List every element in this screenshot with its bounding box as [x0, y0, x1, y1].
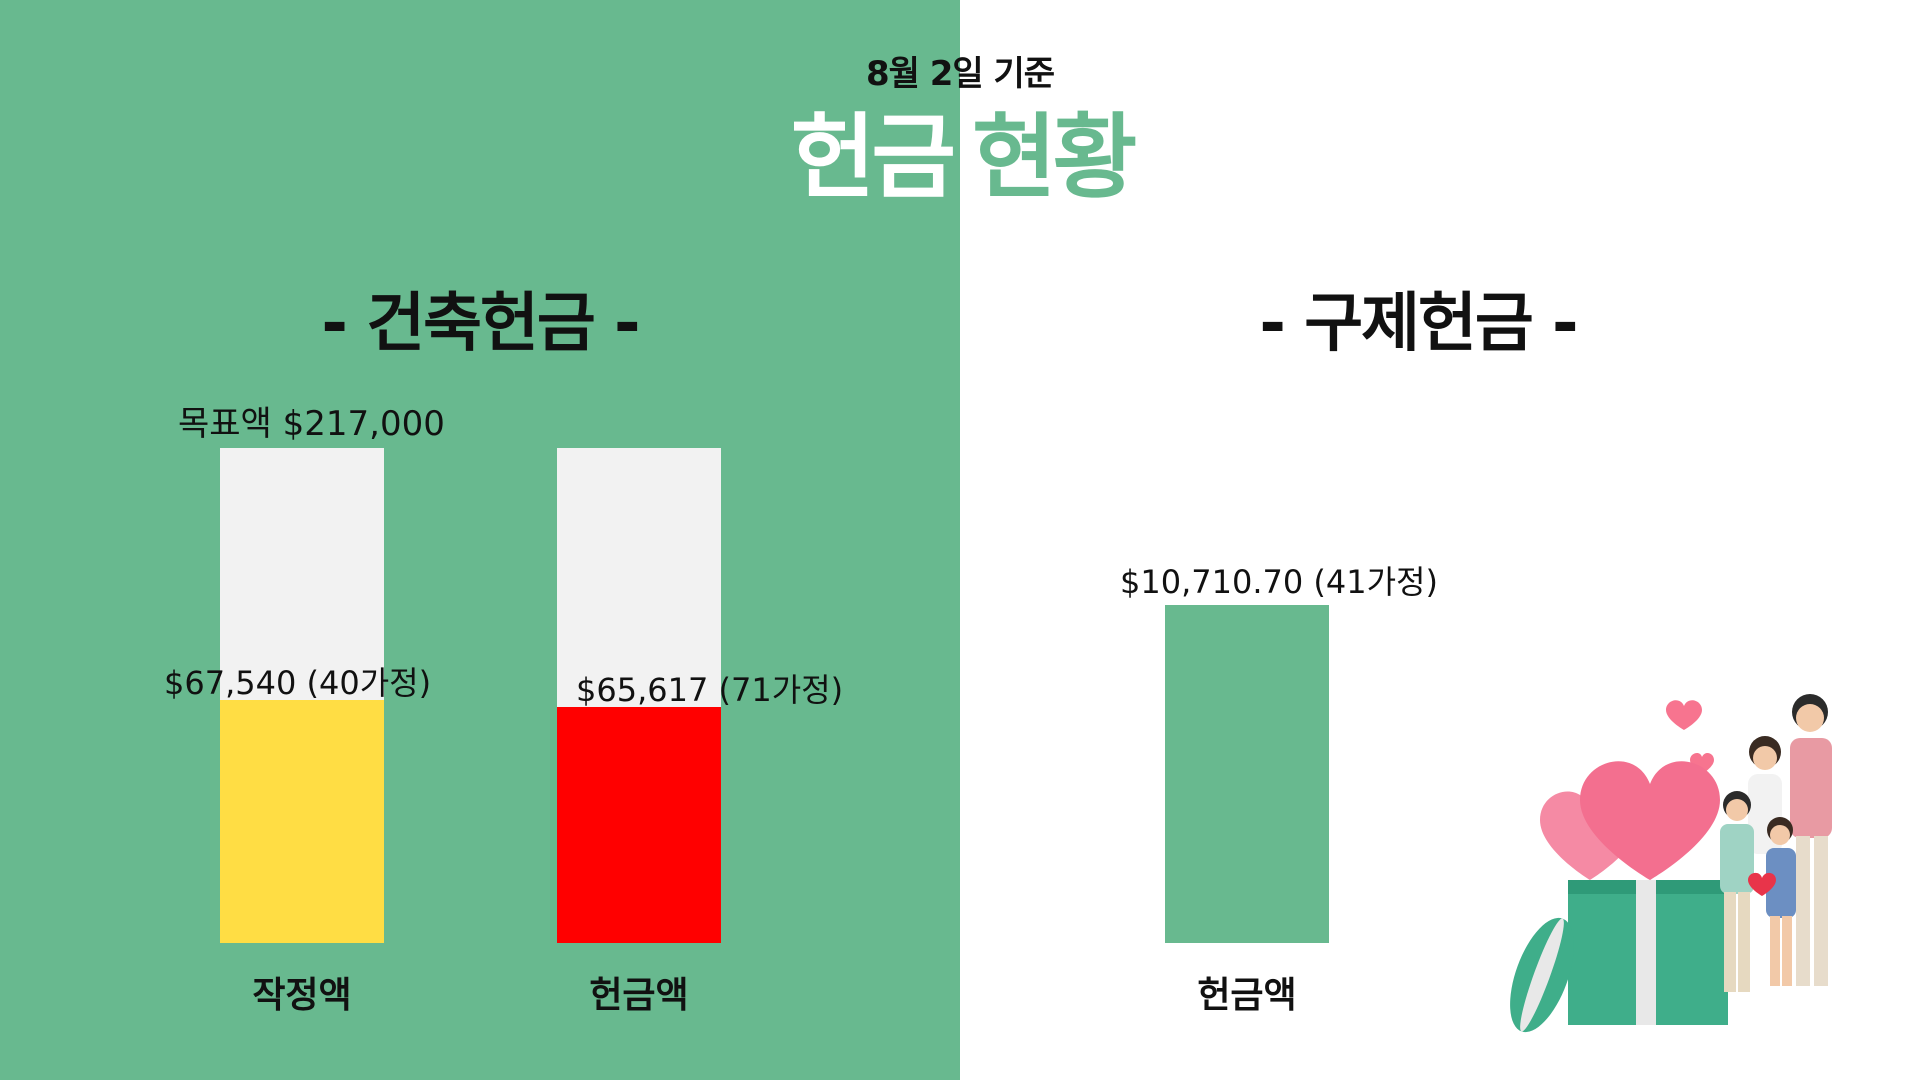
category-label-relief-offering: 헌금액 [1197, 975, 1297, 1016]
bar-pledge [220, 700, 384, 943]
date-caption: 8월 2일 기준 [865, 54, 1055, 94]
target-amount-label: 목표액 $217,000 [178, 404, 445, 444]
right-panel [960, 0, 1920, 1080]
family-icon [1720, 694, 1832, 992]
bar-label-offering: $65,617 (71가정) [576, 671, 844, 709]
page-title-part1: 헌금 [790, 104, 956, 211]
relief-fund-title: - 구제헌금 - [1259, 287, 1578, 361]
bar-label-pledge: $67,540 (40가정) [164, 664, 432, 702]
family-gift-illustration [1510, 694, 1832, 1033]
category-label-offering: 헌금액 [589, 975, 689, 1016]
bar-label-relief-offering: $10,710.70 (41가정) [1120, 563, 1438, 601]
bar-offering [557, 707, 721, 943]
category-label-pledge: 작정액 [252, 975, 352, 1016]
page-title-part2: 현황 [972, 104, 1137, 211]
bar-relief-offering [1165, 605, 1329, 943]
gift-box-icon [1510, 880, 1728, 1033]
left-panel [0, 0, 960, 1080]
building-fund-title: - 건축헌금 - [321, 287, 640, 361]
heart-icon [1540, 700, 1720, 880]
